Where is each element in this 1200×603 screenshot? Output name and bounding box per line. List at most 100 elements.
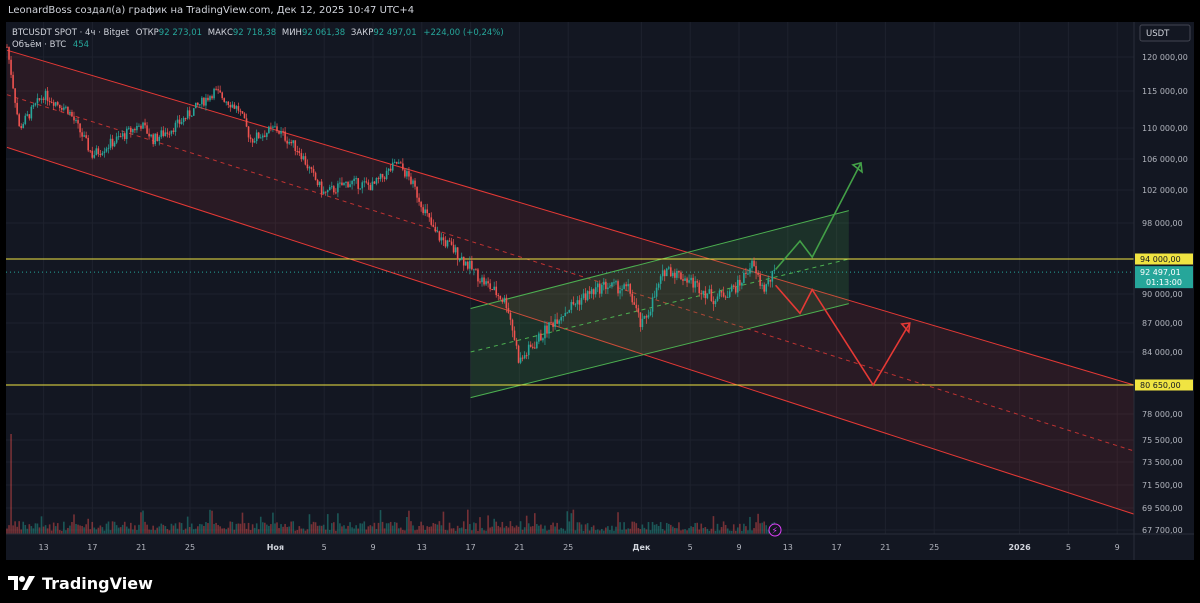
candle-body bbox=[712, 301, 715, 305]
volume-bar bbox=[54, 526, 57, 534]
volume-bar bbox=[499, 527, 502, 534]
bullish-arrow-head bbox=[851, 161, 864, 174]
candle-body bbox=[284, 131, 286, 141]
price-scale[interactable]: USDT 120 000,00 115 000,00 110 000,00 106 0… bbox=[1133, 22, 1194, 560]
candle-body bbox=[227, 101, 230, 106]
volume-bar bbox=[219, 526, 221, 534]
candle-body bbox=[115, 136, 118, 143]
candle-body bbox=[308, 167, 311, 169]
candle-body bbox=[458, 259, 461, 261]
volume-bar bbox=[24, 524, 27, 534]
time-axis[interactable]: 13 17 21 25 Ноя 5 9 13 17 21 25 Дек 5 9 13 17 21 25 2026 5 9 bbox=[6, 533, 1194, 552]
candle-body bbox=[395, 161, 398, 164]
volume-bar bbox=[649, 530, 652, 534]
volume-bar bbox=[182, 530, 185, 534]
volume-bar bbox=[521, 529, 524, 534]
volume-bar bbox=[10, 434, 12, 534]
candle-body bbox=[12, 74, 14, 89]
price-scale-ticks: 120 000,00 115 000,00 110 000,00 106 000,00… bbox=[1142, 53, 1188, 535]
candle-body bbox=[444, 240, 447, 247]
bullish-scenario-arrow[interactable] bbox=[774, 162, 862, 271]
drawings-layer bbox=[6, 49, 1135, 515]
price-tick-label: 87 000,00 bbox=[1142, 319, 1183, 328]
volume-bar bbox=[590, 527, 593, 534]
candle-body bbox=[643, 316, 646, 319]
chart-area[interactable]: BTCUSDT SPOT · 4ч · Bitget ОТКР92 273,01… bbox=[6, 22, 1194, 560]
candle-body bbox=[651, 297, 654, 312]
volume-bar bbox=[598, 530, 601, 534]
volume-bar bbox=[40, 516, 43, 534]
candle-body bbox=[523, 355, 526, 359]
candle-body bbox=[282, 131, 284, 133]
candle-body bbox=[166, 132, 169, 134]
volume-bar bbox=[71, 522, 73, 534]
candle-body bbox=[30, 106, 33, 119]
legend-volume-label[interactable]: Объём · BTC bbox=[12, 40, 66, 50]
candle-body bbox=[600, 284, 603, 294]
volume-bar bbox=[513, 527, 516, 534]
candle-body bbox=[558, 320, 560, 324]
volume-bar bbox=[310, 524, 313, 534]
candle-body bbox=[101, 153, 104, 155]
candlestick-series[interactable] bbox=[6, 44, 776, 365]
candle-body bbox=[704, 290, 707, 299]
volume-bar bbox=[6, 528, 8, 534]
candle-body bbox=[237, 106, 240, 111]
candle-body bbox=[627, 284, 629, 287]
price-chart[interactable]: BTCUSDT SPOT · 4ч · Bitget ОТКР92 273,01… bbox=[6, 22, 1194, 560]
volume-bar bbox=[335, 530, 337, 534]
tradingview-logo[interactable]: TradingView bbox=[8, 571, 153, 595]
volume-bar bbox=[767, 529, 770, 534]
volume-bar bbox=[154, 530, 156, 534]
candle-body bbox=[93, 155, 96, 158]
bearish-scenario-arrow[interactable] bbox=[774, 284, 911, 387]
currency-badge[interactable] bbox=[1139, 24, 1191, 42]
candle-body bbox=[306, 164, 309, 169]
volume-bar bbox=[331, 523, 333, 534]
volume-bar bbox=[724, 524, 727, 534]
candle-body bbox=[253, 141, 256, 143]
candle-body bbox=[168, 133, 171, 135]
volume-bar bbox=[300, 528, 303, 534]
lightning-icon[interactable]: ⚡ bbox=[768, 523, 782, 537]
candle-body bbox=[119, 136, 122, 138]
volume-bar bbox=[253, 527, 256, 534]
legend-row: BTCUSDT SPOT · 4ч · Bitget ОТКР92 273,01… bbox=[12, 28, 504, 38]
candle-body bbox=[621, 288, 623, 291]
candle-body bbox=[199, 104, 201, 106]
candle-body bbox=[367, 182, 370, 185]
volume-bar bbox=[515, 525, 518, 534]
candle-body bbox=[771, 270, 774, 282]
volume-bar bbox=[578, 522, 581, 534]
candle-body bbox=[473, 269, 475, 271]
candle-body bbox=[63, 107, 65, 110]
volume-bar bbox=[410, 521, 412, 534]
volume-bar bbox=[483, 530, 485, 534]
volume-bar bbox=[757, 513, 759, 534]
volume-bar bbox=[456, 525, 459, 534]
candle-body bbox=[412, 180, 414, 184]
volume-bar bbox=[617, 512, 619, 534]
candle-body bbox=[572, 302, 575, 305]
candle-body bbox=[728, 291, 731, 297]
candle-body bbox=[351, 180, 353, 185]
volume-bar bbox=[158, 526, 161, 534]
candle-body bbox=[663, 270, 666, 277]
volume-bar bbox=[115, 525, 118, 534]
candle-body bbox=[259, 137, 262, 139]
candle-body bbox=[40, 98, 43, 100]
candle-body bbox=[58, 104, 61, 108]
candle-body bbox=[479, 281, 481, 283]
volume-bar bbox=[286, 526, 288, 534]
legend-symbol[interactable]: BTCUSDT SPOT · 4ч · Bitget bbox=[12, 28, 130, 38]
candle-body bbox=[359, 188, 362, 190]
candle-body bbox=[690, 277, 692, 281]
volume-bar bbox=[694, 523, 696, 534]
price-tick-label: 78 000,00 bbox=[1142, 410, 1183, 419]
volume-bar bbox=[142, 510, 144, 534]
tradingview-brand: TradingView bbox=[42, 573, 153, 593]
candle-body bbox=[75, 120, 77, 122]
candle-body bbox=[302, 156, 305, 160]
candle-body bbox=[209, 96, 211, 101]
volume-bar bbox=[481, 527, 483, 534]
